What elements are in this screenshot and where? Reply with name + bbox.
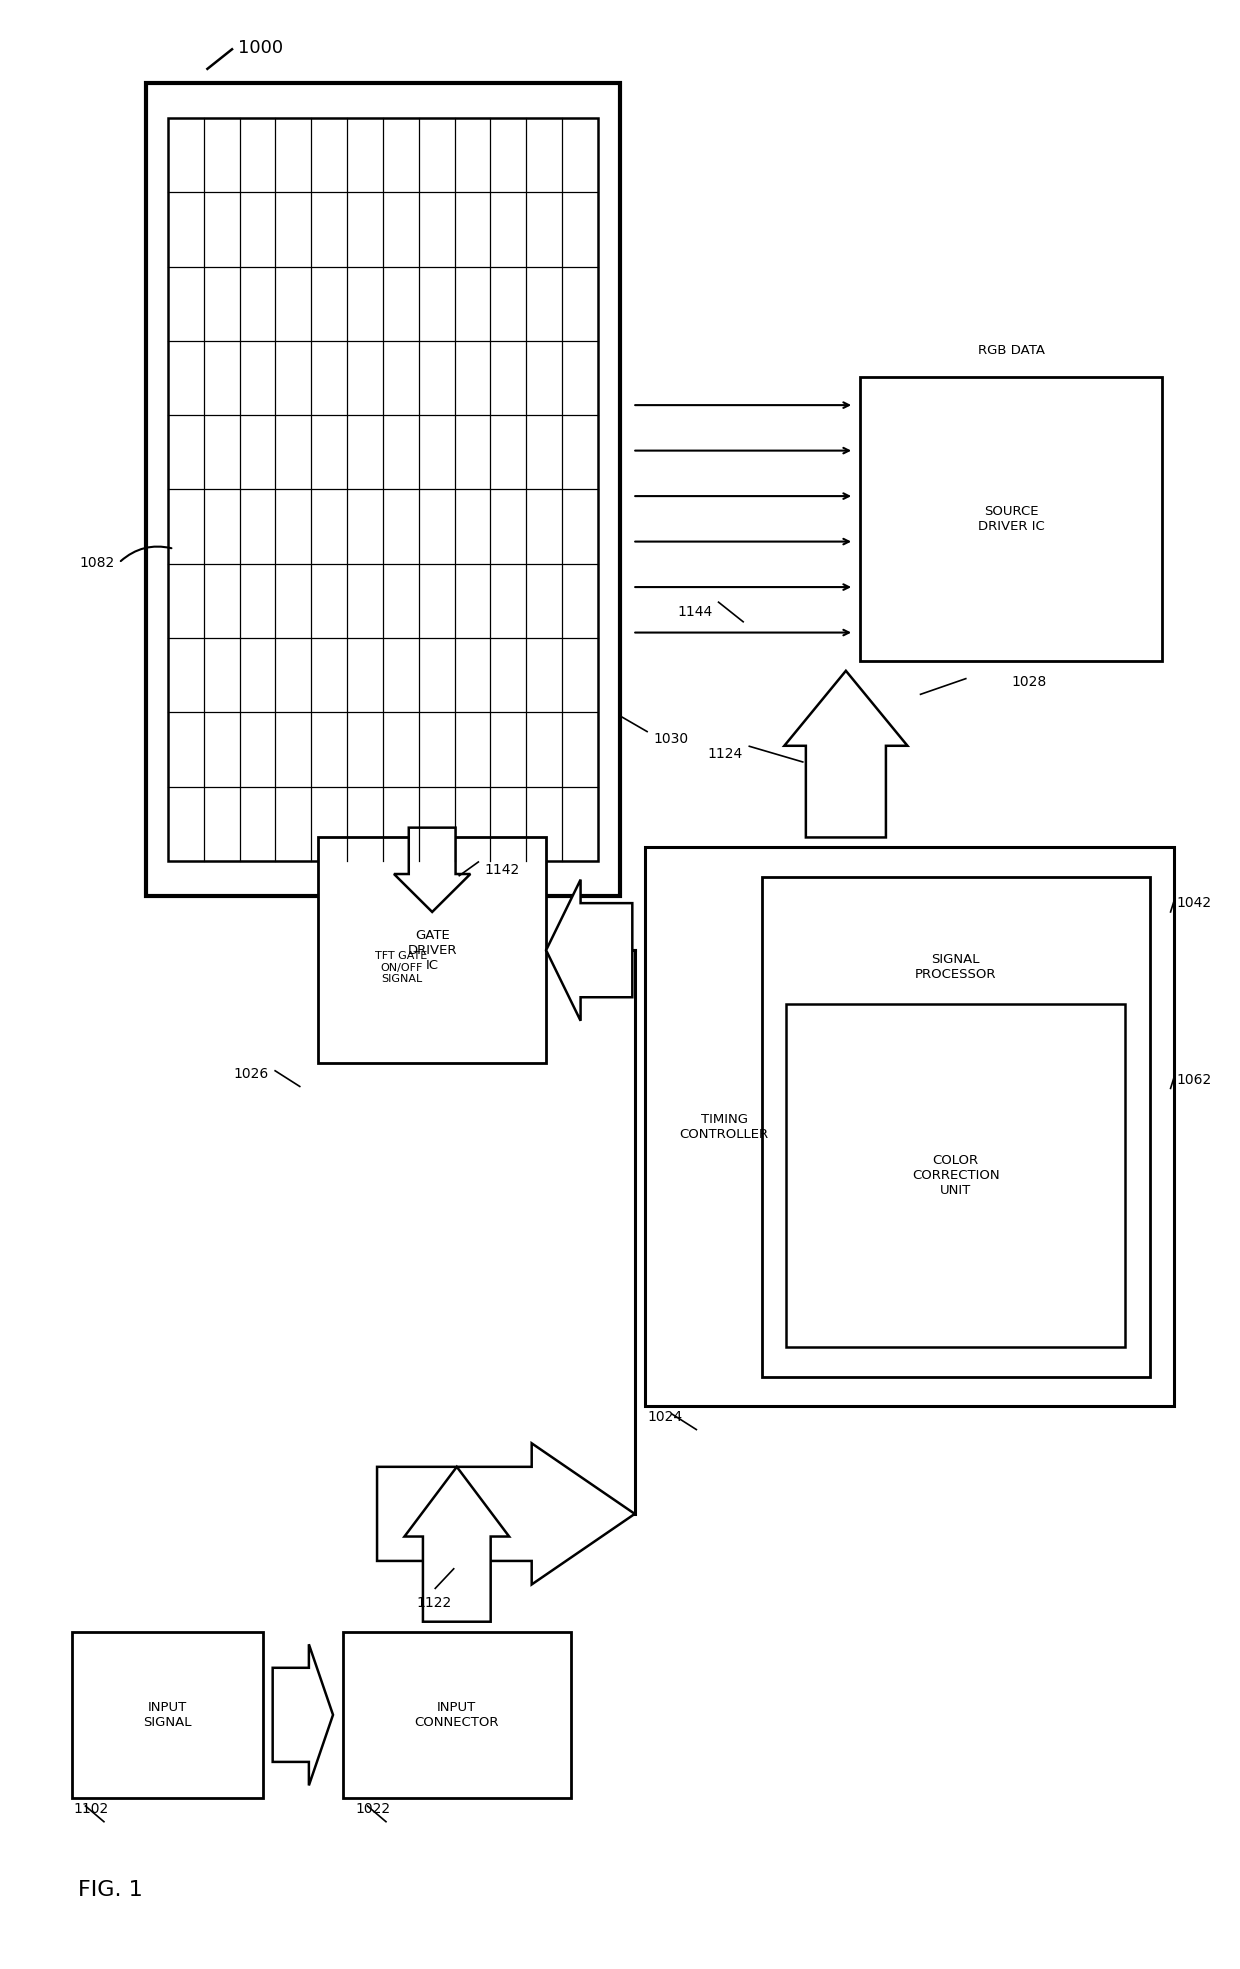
Text: 1028: 1028 [1011,675,1047,689]
Text: 1082: 1082 [79,555,115,569]
Polygon shape [394,827,470,912]
Text: FIG. 1: FIG. 1 [78,1880,143,1900]
Text: 1144: 1144 [677,604,712,618]
Text: TIMING
CONTROLLER: TIMING CONTROLLER [680,1112,769,1140]
Text: 1122: 1122 [417,1597,453,1611]
Text: 1024: 1024 [647,1410,682,1424]
Polygon shape [377,1443,635,1585]
Bar [146,83,620,896]
Text: INPUT
CONNECTOR: INPUT CONNECTOR [414,1701,498,1729]
Bar [319,837,546,1063]
Bar [343,1632,570,1798]
Text: 1026: 1026 [233,1067,269,1081]
Bar [786,1004,1125,1347]
Polygon shape [785,671,908,837]
Text: 1030: 1030 [653,732,688,746]
Bar [861,376,1162,662]
Polygon shape [404,1467,510,1622]
Text: SIGNAL
PROCESSOR: SIGNAL PROCESSOR [915,953,997,981]
Text: SOURCE
DRIVER IC: SOURCE DRIVER IC [977,504,1044,534]
Bar [72,1632,263,1798]
Bar [761,876,1149,1376]
Text: 1102: 1102 [73,1802,108,1815]
Text: 1142: 1142 [485,862,520,876]
Polygon shape [273,1644,334,1786]
Bar [645,847,1174,1406]
Text: GATE
DRIVER
IC: GATE DRIVER IC [408,929,456,971]
Text: 1000: 1000 [238,39,283,57]
Text: INPUT
SIGNAL: INPUT SIGNAL [143,1701,192,1729]
Bar [167,118,598,860]
Text: 1124: 1124 [708,746,743,762]
Text: 1022: 1022 [355,1802,391,1815]
Text: COLOR
CORRECTION
UNIT: COLOR CORRECTION UNIT [911,1154,999,1197]
Text: 1062: 1062 [1177,1073,1211,1087]
Polygon shape [546,880,632,1020]
Text: RGB DATA: RGB DATA [977,345,1044,356]
Text: 1042: 1042 [1177,896,1211,910]
Text: TFT GATE
ON/OFF
SIGNAL: TFT GATE ON/OFF SIGNAL [376,951,428,984]
